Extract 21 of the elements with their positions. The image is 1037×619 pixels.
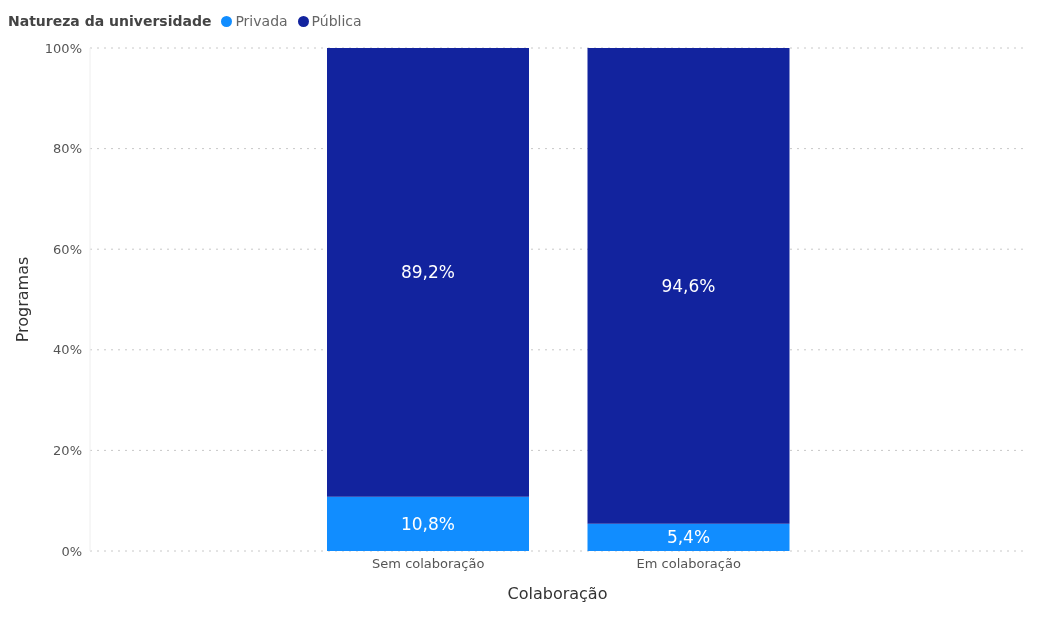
x-tick-label: Em colaboração: [636, 556, 741, 572]
bar: [587, 523, 790, 551]
bar: [587, 48, 790, 524]
data-label: 89,2%: [400, 262, 456, 283]
data-label: 10,8%: [400, 513, 456, 534]
legend-label: Pública: [311, 13, 362, 29]
y-tick-label: 80%: [53, 141, 82, 157]
y-axis-title: Programas: [12, 256, 32, 343]
x-axis-title: Colaboração: [507, 584, 608, 603]
bar: [327, 48, 529, 497]
x-tick-label: Sem colaboração: [372, 556, 485, 572]
legend-title: Natureza da universidade: [8, 13, 212, 29]
y-tick-label: 0%: [61, 543, 82, 559]
data-label: 5,4%: [666, 527, 711, 548]
y-tick-label: 100%: [44, 40, 82, 56]
legend-label: Privada: [235, 13, 288, 29]
data-label: 94,6%: [661, 275, 716, 296]
y-tick-label: 20%: [53, 443, 82, 459]
y-tick-label: 60%: [53, 241, 82, 257]
bar: [327, 496, 529, 551]
y-tick-label: 40%: [53, 342, 82, 358]
